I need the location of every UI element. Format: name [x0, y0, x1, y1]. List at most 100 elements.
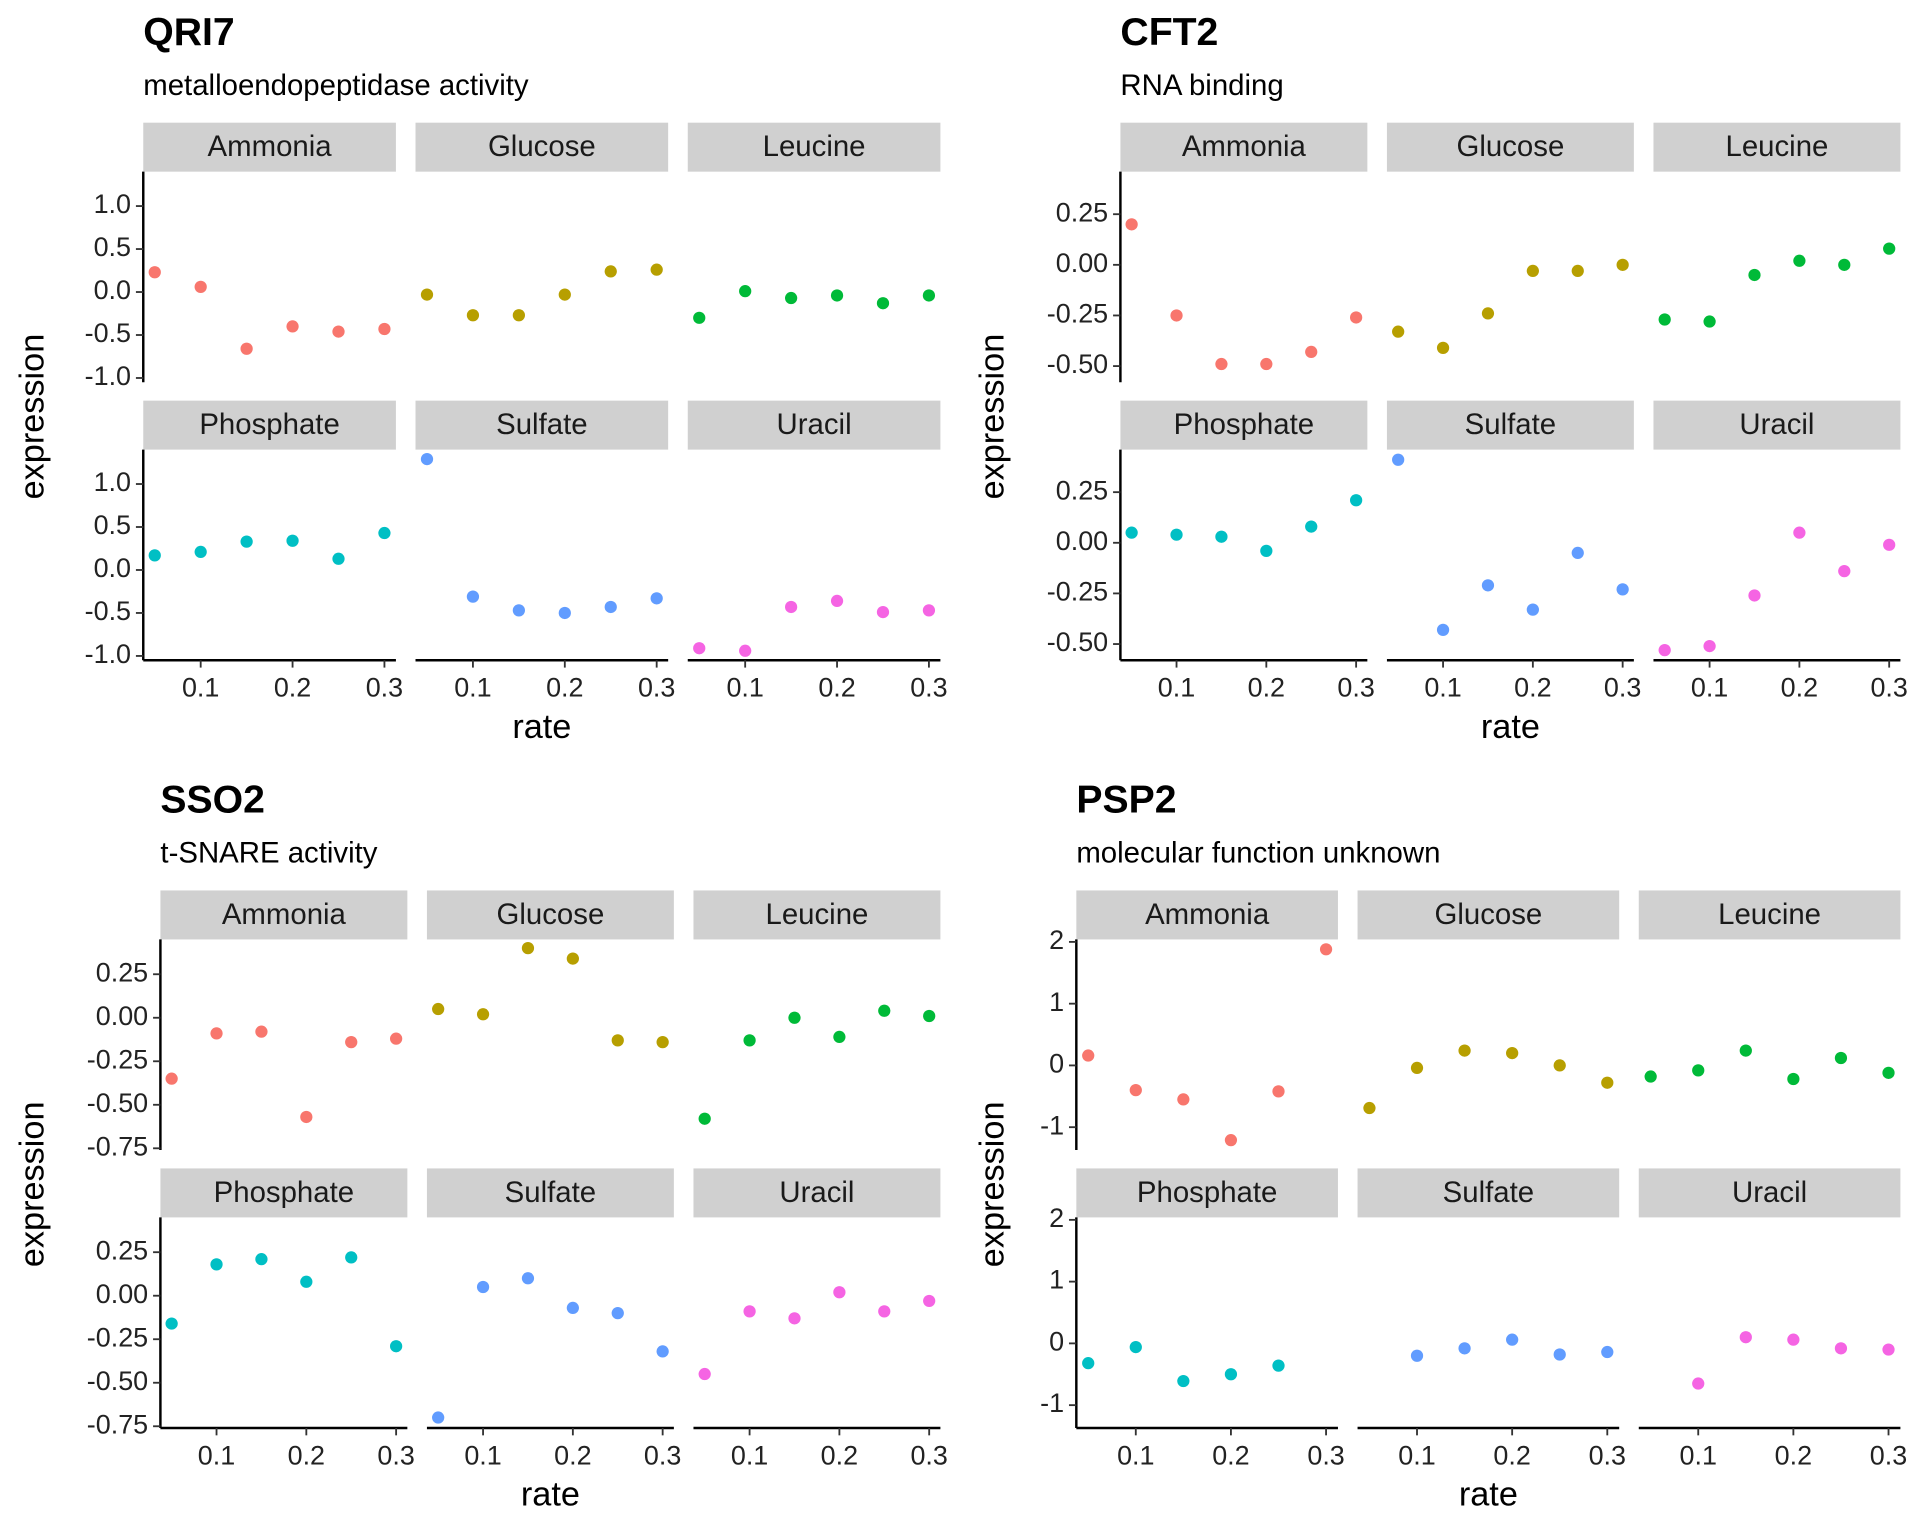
point: [1170, 528, 1183, 541]
y-tick-label: 0.0: [94, 553, 131, 583]
point: [1481, 307, 1495, 320]
x-tick-label: 0.1: [731, 1440, 768, 1470]
point: [1748, 589, 1761, 602]
x-tick-label: 0.1: [1158, 673, 1195, 703]
y-tick-label: -0.50: [1047, 627, 1108, 657]
point: [432, 1002, 445, 1016]
point: [1392, 453, 1405, 466]
point: [345, 1251, 358, 1264]
point: [788, 1011, 801, 1024]
point: [788, 1312, 801, 1325]
point: [1170, 309, 1183, 322]
x-tick-label: 0.2: [288, 1440, 325, 1470]
x-tick-label: 0.2: [1248, 673, 1285, 703]
point: [1458, 1342, 1471, 1355]
facet-strip: [1653, 400, 1901, 450]
point: [830, 594, 844, 608]
point: [1692, 1377, 1705, 1390]
x-tick-label: 0.2: [1514, 673, 1551, 703]
y-axis-label: expression: [973, 1101, 1011, 1267]
point: [378, 526, 391, 540]
x-tick-label: 0.1: [454, 673, 491, 703]
point: [255, 1025, 268, 1038]
x-tick-label: 0.3: [366, 673, 403, 703]
point: [1224, 1134, 1238, 1147]
facet-label: Uracil: [777, 408, 852, 441]
point: [1177, 1374, 1190, 1388]
point: [300, 1110, 313, 1124]
point: [1082, 1049, 1095, 1062]
y-axis-label: expression: [973, 334, 1011, 500]
point: [332, 552, 345, 565]
y-tick-label: 1: [1049, 1265, 1064, 1295]
x-tick-label: 0.2: [554, 1440, 591, 1470]
facet-strip: [1357, 1168, 1620, 1218]
x-axis-label: rate: [512, 708, 571, 746]
facet-label: Glucose: [497, 898, 605, 931]
point: [521, 1272, 535, 1285]
x-tick-label: 0.1: [1691, 673, 1728, 703]
facet-label: Glucose: [1457, 130, 1565, 163]
x-tick-label: 0.2: [1493, 1440, 1530, 1470]
point: [558, 606, 571, 620]
x-tick-label: 0.3: [910, 1440, 947, 1470]
point: [1177, 1093, 1190, 1106]
point: [1882, 1066, 1895, 1079]
point: [1319, 943, 1333, 956]
facet-label: Leucine: [765, 898, 868, 931]
x-tick-label: 0.3: [1870, 673, 1907, 703]
y-tick-label: -0.25: [87, 1044, 148, 1074]
point: [876, 297, 890, 310]
point: [922, 604, 936, 617]
point: [1571, 546, 1584, 560]
point: [558, 288, 571, 301]
point: [165, 1317, 178, 1330]
point: [432, 1411, 445, 1424]
point: [739, 285, 752, 298]
y-tick-label: 2: [1049, 925, 1064, 955]
y-tick-label: 0.00: [1056, 526, 1108, 556]
point: [148, 549, 161, 562]
point: [1305, 345, 1318, 359]
y-tick-label: -1.0: [85, 361, 131, 391]
y-tick-label: 2: [1049, 1203, 1064, 1233]
y-tick-label: -1.0: [85, 639, 131, 669]
facet-strip: [143, 400, 396, 450]
x-axis-label: rate: [521, 1476, 580, 1514]
x-axis-label: rate: [1459, 1476, 1518, 1514]
point: [1739, 1331, 1752, 1344]
facet-label: Ammonia: [208, 130, 333, 163]
chart-title: PSP2: [1076, 779, 1176, 822]
point: [784, 600, 798, 614]
y-tick-label: 0: [1049, 1326, 1064, 1356]
point: [611, 1306, 624, 1320]
y-tick-label: 0.25: [1056, 197, 1108, 227]
point: [1571, 264, 1584, 278]
facet-strip: [415, 400, 669, 450]
point: [1392, 325, 1405, 338]
point: [420, 452, 434, 466]
y-tick-label: -1: [1040, 1388, 1064, 1418]
facet-label: Leucine: [763, 130, 866, 163]
point: [1363, 1101, 1376, 1115]
facet-strip: [415, 122, 669, 172]
x-tick-label: 0.3: [1307, 1440, 1344, 1470]
facet-strip: [1357, 890, 1620, 940]
facet-strip: [143, 122, 396, 172]
point: [1692, 1064, 1705, 1077]
facet-label: Glucose: [1434, 898, 1542, 931]
facet-label: Phosphate: [1174, 408, 1314, 441]
facet-strip: [1386, 400, 1634, 450]
y-tick-label: 0.25: [96, 1235, 148, 1265]
y-tick-label: -0.50: [87, 1088, 148, 1118]
point: [210, 1258, 223, 1271]
x-tick-label: 0.1: [1117, 1440, 1154, 1470]
point: [300, 1275, 313, 1288]
point: [1410, 1349, 1424, 1362]
point: [1458, 1044, 1471, 1057]
facet-label: Sulfate: [1465, 408, 1556, 441]
point: [876, 605, 890, 619]
point: [923, 1009, 936, 1023]
point: [512, 309, 525, 322]
